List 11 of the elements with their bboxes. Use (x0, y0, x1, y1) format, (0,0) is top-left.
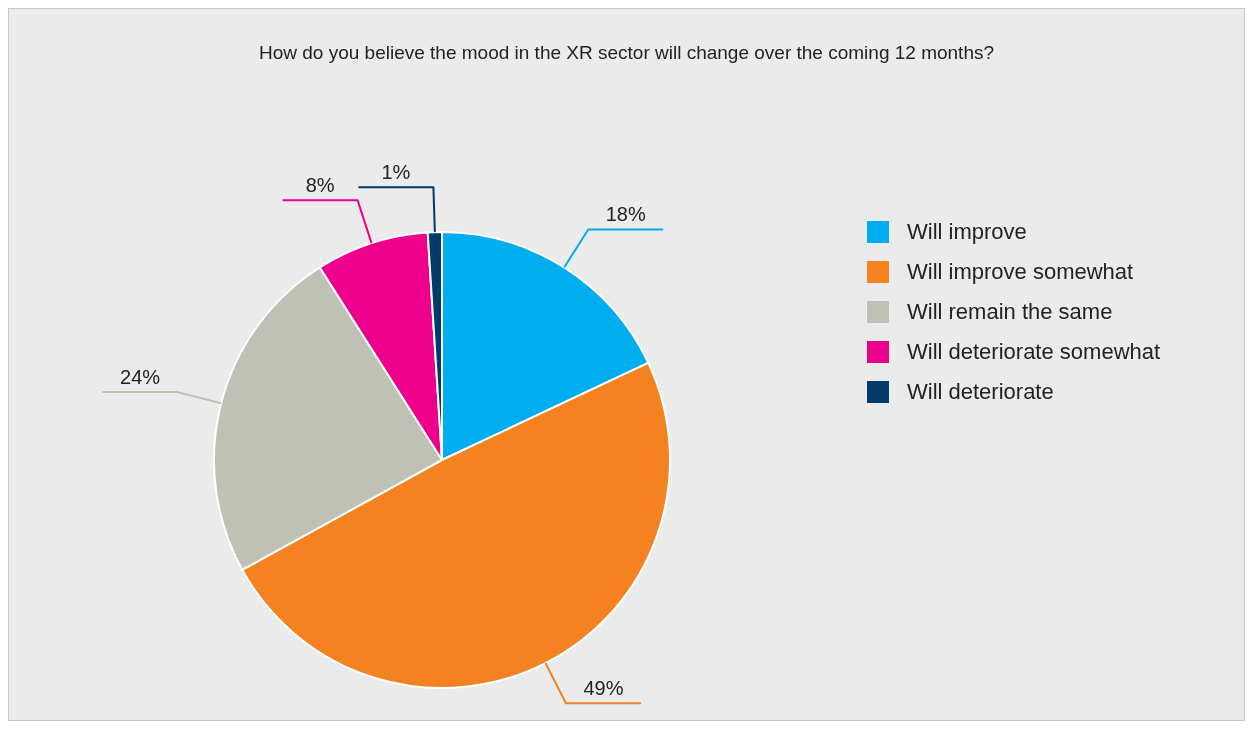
data-label: 1% (381, 161, 411, 184)
legend-label: Will deteriorate (907, 379, 1054, 405)
legend-label: Will improve somewhat (907, 259, 1134, 285)
legend-label: Will deteriorate somewhat (907, 339, 1161, 365)
data-label: 18% (605, 203, 647, 226)
legend-label: Will remain the same (907, 299, 1113, 325)
data-label: 8% (305, 174, 335, 197)
chart-title: How do you believe the mood in the XR sector will change over the coming 12 months? (257, 41, 996, 65)
data-label: 49% (583, 677, 624, 700)
legend-label: Will improve (907, 219, 1027, 245)
data-label: 24% (120, 366, 161, 389)
